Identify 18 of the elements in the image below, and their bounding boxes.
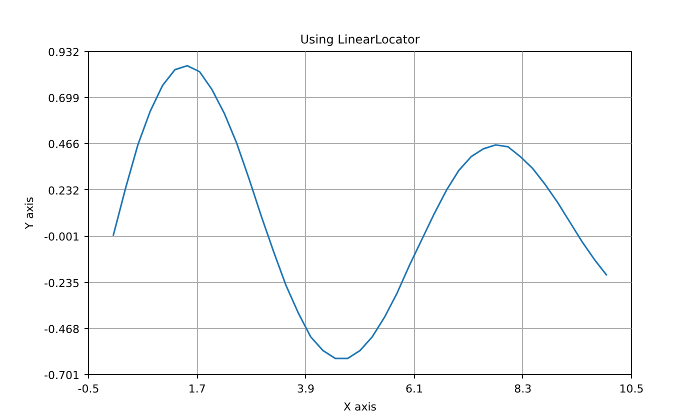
y-tick-label: 0.466 — [48, 138, 80, 152]
x-axis-title: X axis — [343, 400, 377, 414]
x-tick-label: -0.5 — [78, 382, 100, 396]
x-tick-label: 6.1 — [406, 382, 424, 396]
x-tick-label: 1.7 — [188, 382, 206, 396]
y-axis-title: Y axis — [23, 196, 36, 230]
y-tick-label: -0.001 — [44, 230, 80, 244]
y-tick-label: 0.699 — [48, 92, 80, 106]
x-tick-label: 10.5 — [619, 382, 644, 396]
chart-title: Using LinearLocator — [300, 32, 420, 46]
y-tick-label: -0.701 — [44, 369, 80, 382]
x-tick-label: 8.3 — [514, 382, 532, 396]
y-tick-label: -0.468 — [44, 322, 80, 336]
x-tick-label: 3.9 — [296, 382, 314, 396]
line-series — [112, 64, 608, 360]
y-tick-label: 0.232 — [48, 184, 80, 198]
y-tick-label: 0.932 — [48, 46, 80, 59]
y-tick-label: -0.235 — [44, 276, 80, 290]
